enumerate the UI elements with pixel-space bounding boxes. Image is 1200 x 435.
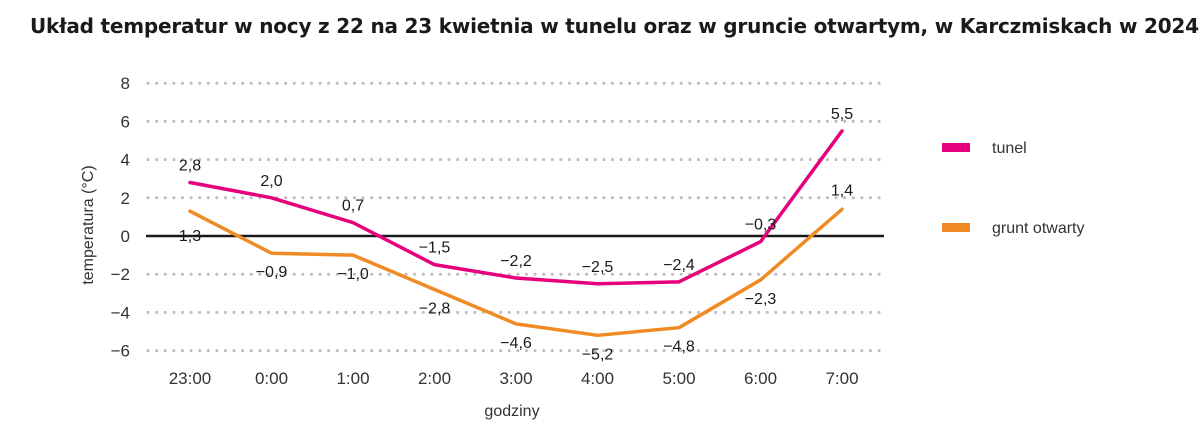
y-tick-label: −6 <box>111 342 130 361</box>
y-tick-label: 0 <box>121 227 130 246</box>
data-label: −2,8 <box>419 300 451 317</box>
legend-label: tunel <box>992 140 1027 157</box>
x-tick-label: 1:00 <box>336 369 369 388</box>
data-label: 1,4 <box>831 182 853 199</box>
x-tick-label: 0:00 <box>255 369 288 388</box>
data-label: −2,3 <box>745 291 777 308</box>
y-tick-label: −2 <box>111 265 130 284</box>
y-tick-label: 8 <box>121 74 130 93</box>
data-label: 2,8 <box>179 158 201 175</box>
x-tick-label: 3:00 <box>499 369 532 388</box>
x-tick-label: 2:00 <box>418 369 451 388</box>
x-tick-label: 5:00 <box>662 369 695 388</box>
y-axis-label: temperatura (°C) <box>80 165 97 284</box>
data-label: −1,0 <box>337 266 369 283</box>
data-label: 5,5 <box>831 106 853 123</box>
data-labels: 2,8 2,0 0,7 −1,5 −2,2 −2,5 −2,4 −0,3 5,5 1,3 −0,9 −… <box>179 106 853 363</box>
chart-title: Układ temperatur w nocy z 22 na 23 kwiet… <box>30 14 1200 38</box>
x-tick-label: 7:00 <box>825 369 858 388</box>
x-tick-label: 23:00 <box>169 369 212 388</box>
x-axis-ticks: 23:00 0:00 1:00 2:00 3:00 4:00 5:00 6:00 7:00 <box>169 369 859 388</box>
y-tick-label: 2 <box>121 189 130 208</box>
data-label: 0,7 <box>342 198 364 215</box>
series-line-grunt-otwarty <box>188 207 844 338</box>
data-label: −2,2 <box>500 253 532 270</box>
data-label: −0,9 <box>256 264 288 281</box>
data-label: −4,8 <box>663 339 695 356</box>
y-axis-ticks: 8 6 4 2 0 −2 −4 −6 <box>111 74 130 360</box>
y-tick-label: −4 <box>111 303 130 322</box>
x-tick-label: 4:00 <box>581 369 614 388</box>
data-label: −5,2 <box>582 346 614 363</box>
x-tick-label: 6:00 <box>744 369 777 388</box>
legend-swatch <box>942 143 970 152</box>
data-label: −1,5 <box>419 240 451 257</box>
grid-lines <box>146 81 888 353</box>
data-series <box>188 129 844 338</box>
data-label: −0,3 <box>745 217 777 234</box>
legend-swatch <box>942 223 970 232</box>
data-label: 2,0 <box>260 173 282 190</box>
x-axis-label: godziny <box>484 403 539 420</box>
data-label: −2,4 <box>663 257 695 274</box>
legend-label: grunt otwarty <box>992 220 1084 237</box>
data-label: −2,5 <box>582 259 614 276</box>
y-tick-label: 4 <box>121 151 130 170</box>
series-line-tunel <box>188 129 844 286</box>
data-label: 1,3 <box>179 228 201 245</box>
y-tick-label: 6 <box>121 112 130 131</box>
legend: tunel grunt otwarty <box>942 140 1084 237</box>
data-label: −4,6 <box>500 335 532 352</box>
